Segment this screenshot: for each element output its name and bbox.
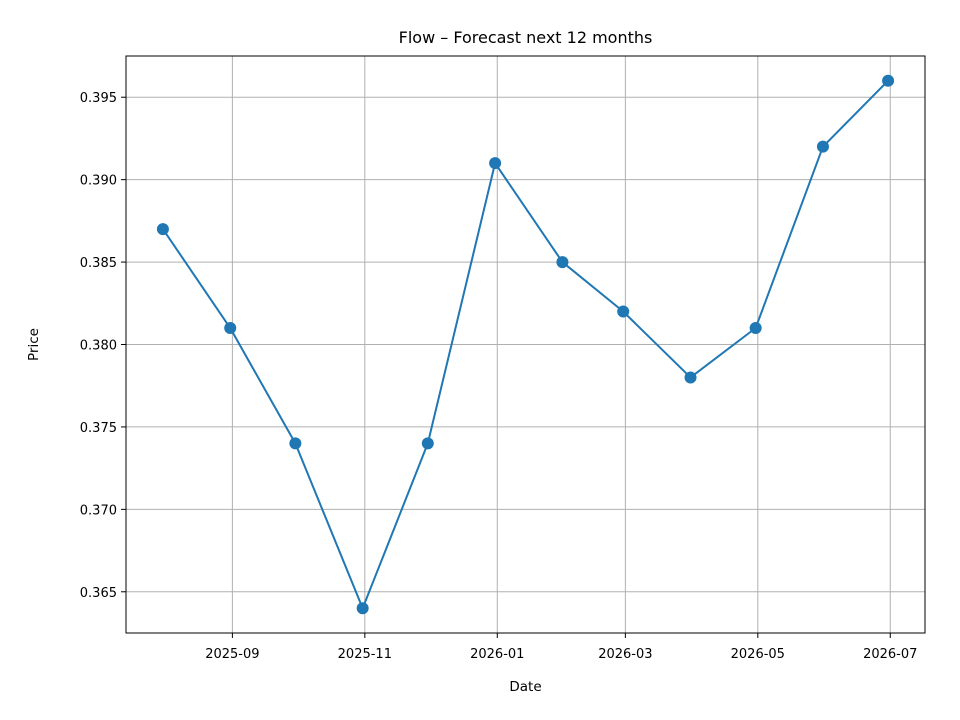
x-tick-label: 2026-01 xyxy=(470,647,524,662)
data-point xyxy=(556,256,569,269)
x-tick-label: 2025-09 xyxy=(205,647,259,662)
y-axis-label: Price xyxy=(26,328,42,361)
chart-title: Flow – Forecast next 12 months xyxy=(399,28,653,47)
axes: 2025-09 2025-11 2026-01 2026-03 2026-05 2026-… xyxy=(80,91,918,662)
data-point xyxy=(224,322,237,335)
data-point xyxy=(882,74,895,87)
data-point xyxy=(421,437,434,450)
series-line xyxy=(162,80,889,610)
data-point xyxy=(489,157,502,170)
y-tick-label: 0.370 xyxy=(80,503,117,518)
x-axis-label: Date xyxy=(509,679,541,695)
y-tick-label: 0.395 xyxy=(80,91,117,106)
y-tick-label: 0.365 xyxy=(80,586,117,601)
data-point xyxy=(356,602,369,615)
y-tick-label: 0.380 xyxy=(80,339,117,354)
data-point xyxy=(617,305,630,318)
grid-lines xyxy=(126,56,925,633)
data-point xyxy=(816,140,829,153)
data-point xyxy=(289,437,302,450)
x-tick-label: 2026-05 xyxy=(731,647,785,662)
x-tick-label: 2026-07 xyxy=(863,647,917,662)
data-point xyxy=(684,371,697,384)
y-tick-label: 0.375 xyxy=(80,421,117,436)
x-tick-label: 2026-03 xyxy=(598,647,652,662)
x-tick-label: 2025-11 xyxy=(338,647,392,662)
data-point xyxy=(156,223,169,236)
series-layer xyxy=(156,74,895,615)
data-point xyxy=(749,322,762,335)
y-tick-label: 0.390 xyxy=(80,174,117,189)
y-tick-label: 0.385 xyxy=(80,256,117,271)
